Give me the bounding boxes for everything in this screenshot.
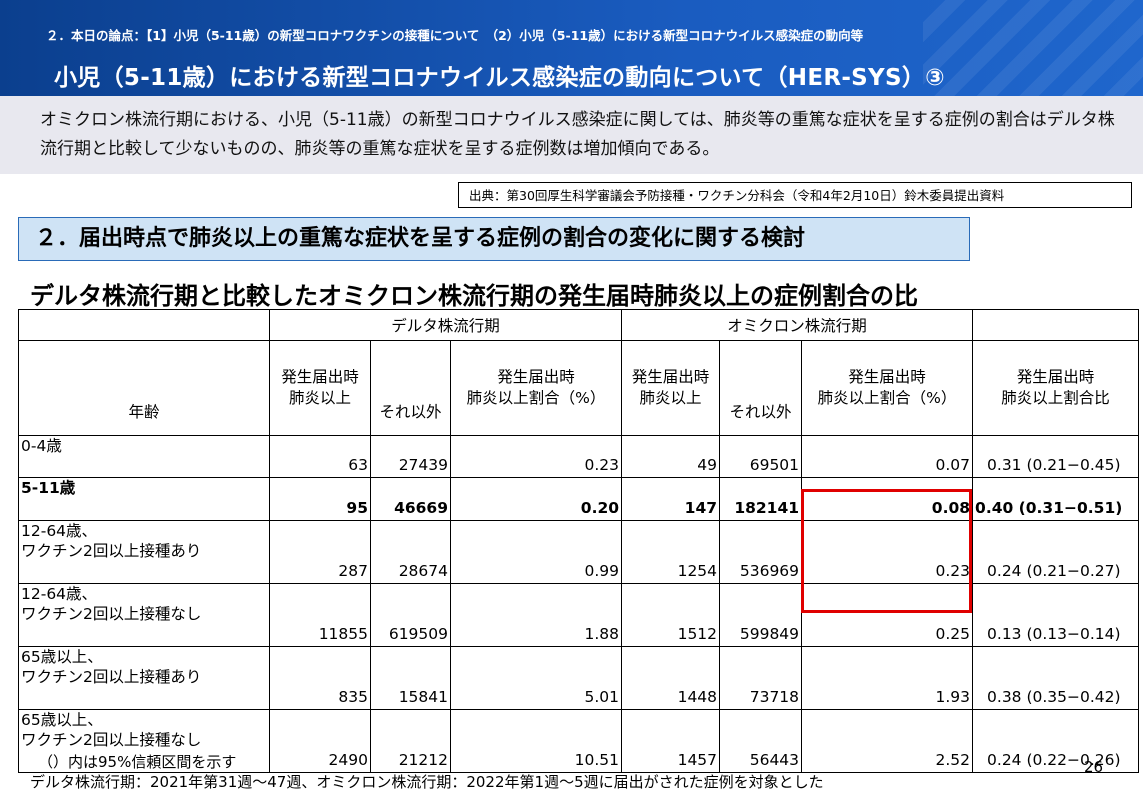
delta-ratio-header: 発生届出時 肺炎以上割合（%） — [449, 340, 623, 436]
rate-ratio-header: 発生届出時 肺炎以上割合比 — [972, 340, 1140, 436]
omicron-other-cell: 73718 — [719, 646, 803, 710]
delta-other-cell: 28674 — [370, 520, 451, 584]
rate-ratio-cell: 0.24 (0.21−0.27) — [972, 520, 1140, 584]
delta-pneumonia-cell: 287 — [269, 520, 371, 584]
delta-pneumonia-cell: 2490 — [269, 709, 371, 773]
omicron-pneumonia-cell: 1448 — [621, 646, 721, 710]
delta-ratio-cell: 5.01 — [449, 646, 623, 710]
omicron-other-cell: 536969 — [719, 520, 803, 584]
footnote-period: デルタ株流行期：2021年第31週〜47週、オミクロン株流行期：2022年第1週… — [30, 773, 824, 791]
omicron-ratio-cell: 0.23 — [801, 520, 974, 584]
empty-header-cell — [18, 309, 270, 341]
page-number: 26 — [1084, 758, 1104, 776]
table-title: デルタ株流行期と比較したオミクロン株流行期の発生届時肺炎以上の症例割合の比 — [30, 282, 918, 310]
omicron-other-header: それ以外 — [719, 340, 803, 436]
omicron-group-header: オミクロン株流行期 — [621, 309, 974, 341]
row-label: 12-64歳、 ワクチン2回以上接種なし — [18, 583, 270, 647]
row-label: 0-4歳 — [18, 435, 270, 478]
delta-other-cell: 619509 — [370, 583, 451, 647]
delta-ratio-cell: 0.20 — [449, 477, 623, 521]
table-group-header-row: デルタ株流行期 オミクロン株流行期 — [18, 309, 1140, 341]
omicron-pneumonia-cell: 1512 — [621, 583, 721, 647]
omicron-other-cell: 599849 — [719, 583, 803, 647]
omicron-ratio-cell: 0.25 — [801, 583, 974, 647]
highlight-box — [801, 489, 972, 613]
table-row: 65歳以上、 ワクチン2回以上接種なし 2490 21212 10.51 1457… — [18, 709, 1140, 773]
table-row: 65歳以上、 ワクチン2回以上接種あり 835 15841 5.01 1448 7… — [18, 646, 1140, 710]
section-heading: ２．届出時点で肺炎以上の重篤な症状を呈する症例の割合の変化に関する検討 — [18, 217, 970, 261]
delta-ratio-cell: 10.51 — [449, 709, 623, 773]
omicron-other-cell: 69501 — [719, 435, 803, 478]
row-label: 65歳以上、 ワクチン2回以上接種あり — [18, 646, 270, 710]
table-column-header-row: 年齢 発生届出時 肺炎以上 それ以外 発生届出時 肺炎以上割合（%） 発生届出時 肺炎… — [18, 340, 1140, 436]
delta-other-cell: 21212 — [370, 709, 451, 773]
row-label: 5-11歳 — [18, 477, 270, 521]
rate-ratio-cell: 0.38 (0.35−0.42) — [972, 646, 1140, 710]
omicron-pneumonia-cell: 147 — [621, 477, 721, 521]
delta-other-header: それ以外 — [370, 340, 451, 436]
omicron-ratio-cell: 1.93 — [801, 646, 974, 710]
omicron-pneumonia-header: 発生届出時 肺炎以上 — [621, 340, 721, 436]
header-decoration — [923, 0, 1143, 96]
footnote-confidence-interval: （）内は95%信頼区間を示す — [38, 753, 237, 771]
omicron-ratio-cell: 0.07 — [801, 435, 974, 478]
page-title: 小児（5-11歳）における新型コロナウイルス感染症の動向について（HER-SYS… — [54, 65, 945, 91]
table-row: 12-64歳、 ワクチン2回以上接種あり 287 28674 0.99 1254 … — [18, 520, 1140, 584]
breadcrumb: ２．本日の論点：【1】小児（5-11歳）の新型コロナワクチンの接種について （2… — [46, 28, 864, 43]
delta-other-cell: 46669 — [370, 477, 451, 521]
delta-ratio-cell: 0.23 — [449, 435, 623, 478]
table-row: 12-64歳、 ワクチン2回以上接種なし 11855 619509 1.88 15… — [18, 583, 1140, 647]
delta-other-cell: 27439 — [370, 435, 451, 478]
delta-pneumonia-cell: 835 — [269, 646, 371, 710]
delta-other-cell: 15841 — [370, 646, 451, 710]
rate-ratio-cell: 0.24 (0.22−0.26) — [972, 709, 1140, 773]
table-row: 0-4歳 63 27439 0.23 49 69501 0.07 0.31 (0… — [18, 435, 1140, 478]
delta-pneumonia-cell: 95 — [269, 477, 371, 521]
slide-header: ２．本日の論点：【1】小児（5-11歳）の新型コロナワクチンの接種について （2… — [0, 0, 1143, 96]
rate-ratio-cell: 0.31 (0.21−0.45) — [972, 435, 1140, 478]
omicron-pneumonia-cell: 1457 — [621, 709, 721, 773]
omicron-pneumonia-cell: 1254 — [621, 520, 721, 584]
rate-ratio-cell: 0.13 (0.13−0.14) — [972, 583, 1140, 647]
empty-header-cell — [972, 309, 1140, 341]
delta-ratio-cell: 0.99 — [449, 520, 623, 584]
delta-pneumonia-cell: 11855 — [269, 583, 371, 647]
summary-text: オミクロン株流行期における、小児（5-11歳）の新型コロナウイルス感染症に関して… — [40, 110, 1115, 159]
delta-ratio-cell: 1.88 — [449, 583, 623, 647]
row-label: 65歳以上、 ワクチン2回以上接種なし — [18, 709, 270, 773]
source-citation: 出典：第30回厚生科学審議会予防接種・ワクチン分科会（令和4年2月10日）鈴木委… — [458, 182, 1132, 208]
delta-pneumonia-header: 発生届出時 肺炎以上 — [269, 340, 371, 436]
delta-group-header: デルタ株流行期 — [268, 309, 623, 341]
omicron-other-cell: 182141 — [719, 477, 803, 521]
omicron-ratio-header: 発生届出時 肺炎以上割合（%） — [801, 340, 974, 436]
omicron-ratio-cell: 2.52 — [801, 709, 974, 773]
summary-box: オミクロン株流行期における、小児（5-11歳）の新型コロナウイルス感染症に関して… — [0, 96, 1143, 174]
omicron-other-cell: 56443 — [719, 709, 803, 773]
age-header: 年齢 — [18, 340, 270, 436]
row-label: 12-64歳、 ワクチン2回以上接種あり — [18, 520, 270, 584]
rate-ratio-cell: 0.40 (0.31−0.51) — [972, 477, 1140, 521]
delta-pneumonia-cell: 63 — [269, 435, 371, 478]
omicron-pneumonia-cell: 49 — [621, 435, 721, 478]
data-table: デルタ株流行期 オミクロン株流行期 年齢 発生届出時 肺炎以上 それ以外 発生届出… — [18, 309, 1140, 773]
